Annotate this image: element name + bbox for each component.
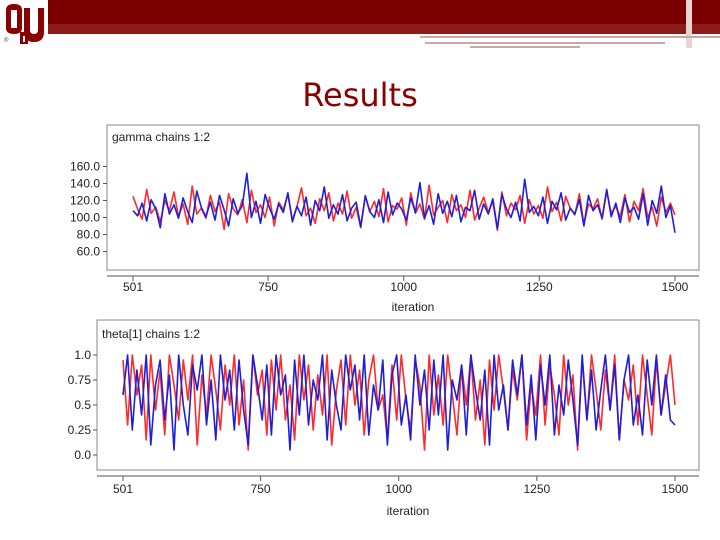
svg-text:®: ® [4,37,9,44]
header-bar [0,0,720,24]
x-tick-label: 750 [258,280,278,294]
series-line-2 [122,354,676,451]
y-tick-label: 100.0 [70,211,100,225]
header-line [425,42,665,44]
header-line [420,36,720,38]
y-tick-label: 80.0 [77,228,101,242]
header-accent [686,0,692,48]
x-axis-label: iteration [387,504,430,518]
x-tick-label: 1500 [662,482,689,496]
slide-title: Results [302,76,418,114]
x-tick-label: 1250 [526,280,553,294]
y-tick-label: 1.0 [74,348,91,362]
x-tick-label: 1250 [524,482,551,496]
y-tick-label: 0.0 [74,448,91,462]
ou-logo: ® [0,0,48,48]
header-line [470,46,580,48]
y-tick-label: 120.0 [70,194,100,208]
x-tick-label: 501 [113,482,133,496]
y-tick-label: 140.0 [70,177,100,191]
chart-frame [106,124,700,271]
x-tick-label: 1000 [390,280,417,294]
series-line-2 [132,172,676,233]
y-tick-label: 0.75 [68,373,92,387]
y-tick-label: 0.5 [74,398,91,412]
x-tick-label: 1000 [385,482,412,496]
y-tick-label: 160.0 [70,160,100,174]
x-axis-label: iteration [392,300,435,314]
chart-title: gamma chains 1:2 [112,130,210,144]
header-stripe [40,24,720,34]
y-tick-label: 0.25 [68,423,92,437]
y-tick-label: 60.0 [77,245,101,259]
x-tick-label: 501 [123,280,143,294]
x-tick-label: 1500 [662,280,689,294]
chart-title: theta[1] chains 1:2 [102,327,200,341]
x-tick-label: 750 [251,482,271,496]
